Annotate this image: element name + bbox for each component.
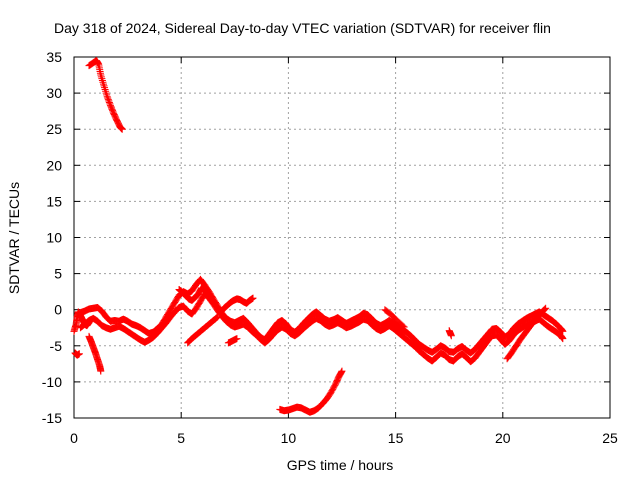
y-axis-label: SDTVAR / TECUs bbox=[6, 182, 22, 294]
data-point bbox=[75, 350, 83, 358]
y-tick-label: 5 bbox=[54, 266, 62, 282]
data-point bbox=[102, 89, 110, 97]
x-tick-label: 5 bbox=[177, 430, 185, 446]
data-point bbox=[337, 368, 345, 376]
axis-tick-labels: 0 5 10 15 20 25 35 30 25 20 15 10 5 0 -5 -10 -15 bbox=[42, 49, 618, 446]
data-point bbox=[103, 93, 111, 101]
data-point bbox=[212, 314, 220, 322]
x-tick-label: 10 bbox=[281, 430, 297, 446]
data-point bbox=[105, 97, 113, 105]
data-point bbox=[542, 304, 550, 312]
x-tick-label: 15 bbox=[388, 430, 404, 446]
y-tick-label: 25 bbox=[46, 121, 62, 137]
data-point bbox=[249, 294, 257, 302]
data-point bbox=[400, 323, 408, 331]
data-point bbox=[98, 75, 106, 83]
y-tick-label: -15 bbox=[42, 410, 62, 426]
data-point bbox=[97, 73, 105, 81]
data-point bbox=[105, 98, 113, 106]
y-tick-label: -10 bbox=[42, 374, 62, 390]
axis-ticks bbox=[73, 56, 611, 419]
y-tick-label: 30 bbox=[46, 85, 62, 101]
data-point bbox=[559, 335, 567, 343]
data-point bbox=[99, 78, 107, 86]
data-point bbox=[541, 305, 549, 313]
data-point bbox=[101, 84, 109, 92]
data-point bbox=[447, 332, 455, 340]
data-point bbox=[102, 87, 110, 95]
x-axis-label: GPS time / hours bbox=[287, 457, 394, 473]
data-point bbox=[338, 367, 346, 375]
data-point bbox=[97, 71, 105, 79]
data-point bbox=[104, 96, 112, 104]
grid-lines bbox=[74, 57, 610, 418]
y-tick-label: -5 bbox=[50, 338, 63, 354]
y-tick-label: 0 bbox=[54, 302, 62, 318]
data-point bbox=[399, 322, 407, 330]
y-tick-label: 35 bbox=[46, 49, 62, 65]
data-point bbox=[97, 367, 105, 375]
data-point bbox=[540, 306, 548, 314]
y-tick-label: 10 bbox=[46, 230, 62, 246]
data-point bbox=[104, 94, 112, 102]
data-point bbox=[100, 82, 108, 90]
data-point bbox=[213, 314, 221, 322]
y-tick-label: 15 bbox=[46, 193, 62, 209]
data-point bbox=[98, 76, 106, 84]
data-point bbox=[101, 85, 109, 93]
chart-title: Day 318 of 2024, Sidereal Day-to-day VTE… bbox=[54, 20, 551, 36]
x-tick-label: 25 bbox=[602, 430, 618, 446]
data-series-sdtvar bbox=[70, 57, 567, 416]
data-point bbox=[103, 91, 111, 99]
data-point bbox=[99, 80, 107, 88]
x-tick-label: 20 bbox=[495, 430, 511, 446]
data-point bbox=[559, 327, 567, 335]
x-tick-label: 0 bbox=[70, 430, 78, 446]
y-tick-label: 20 bbox=[46, 157, 62, 173]
data-point bbox=[118, 125, 126, 133]
data-point bbox=[233, 335, 241, 343]
data-point bbox=[214, 313, 222, 321]
